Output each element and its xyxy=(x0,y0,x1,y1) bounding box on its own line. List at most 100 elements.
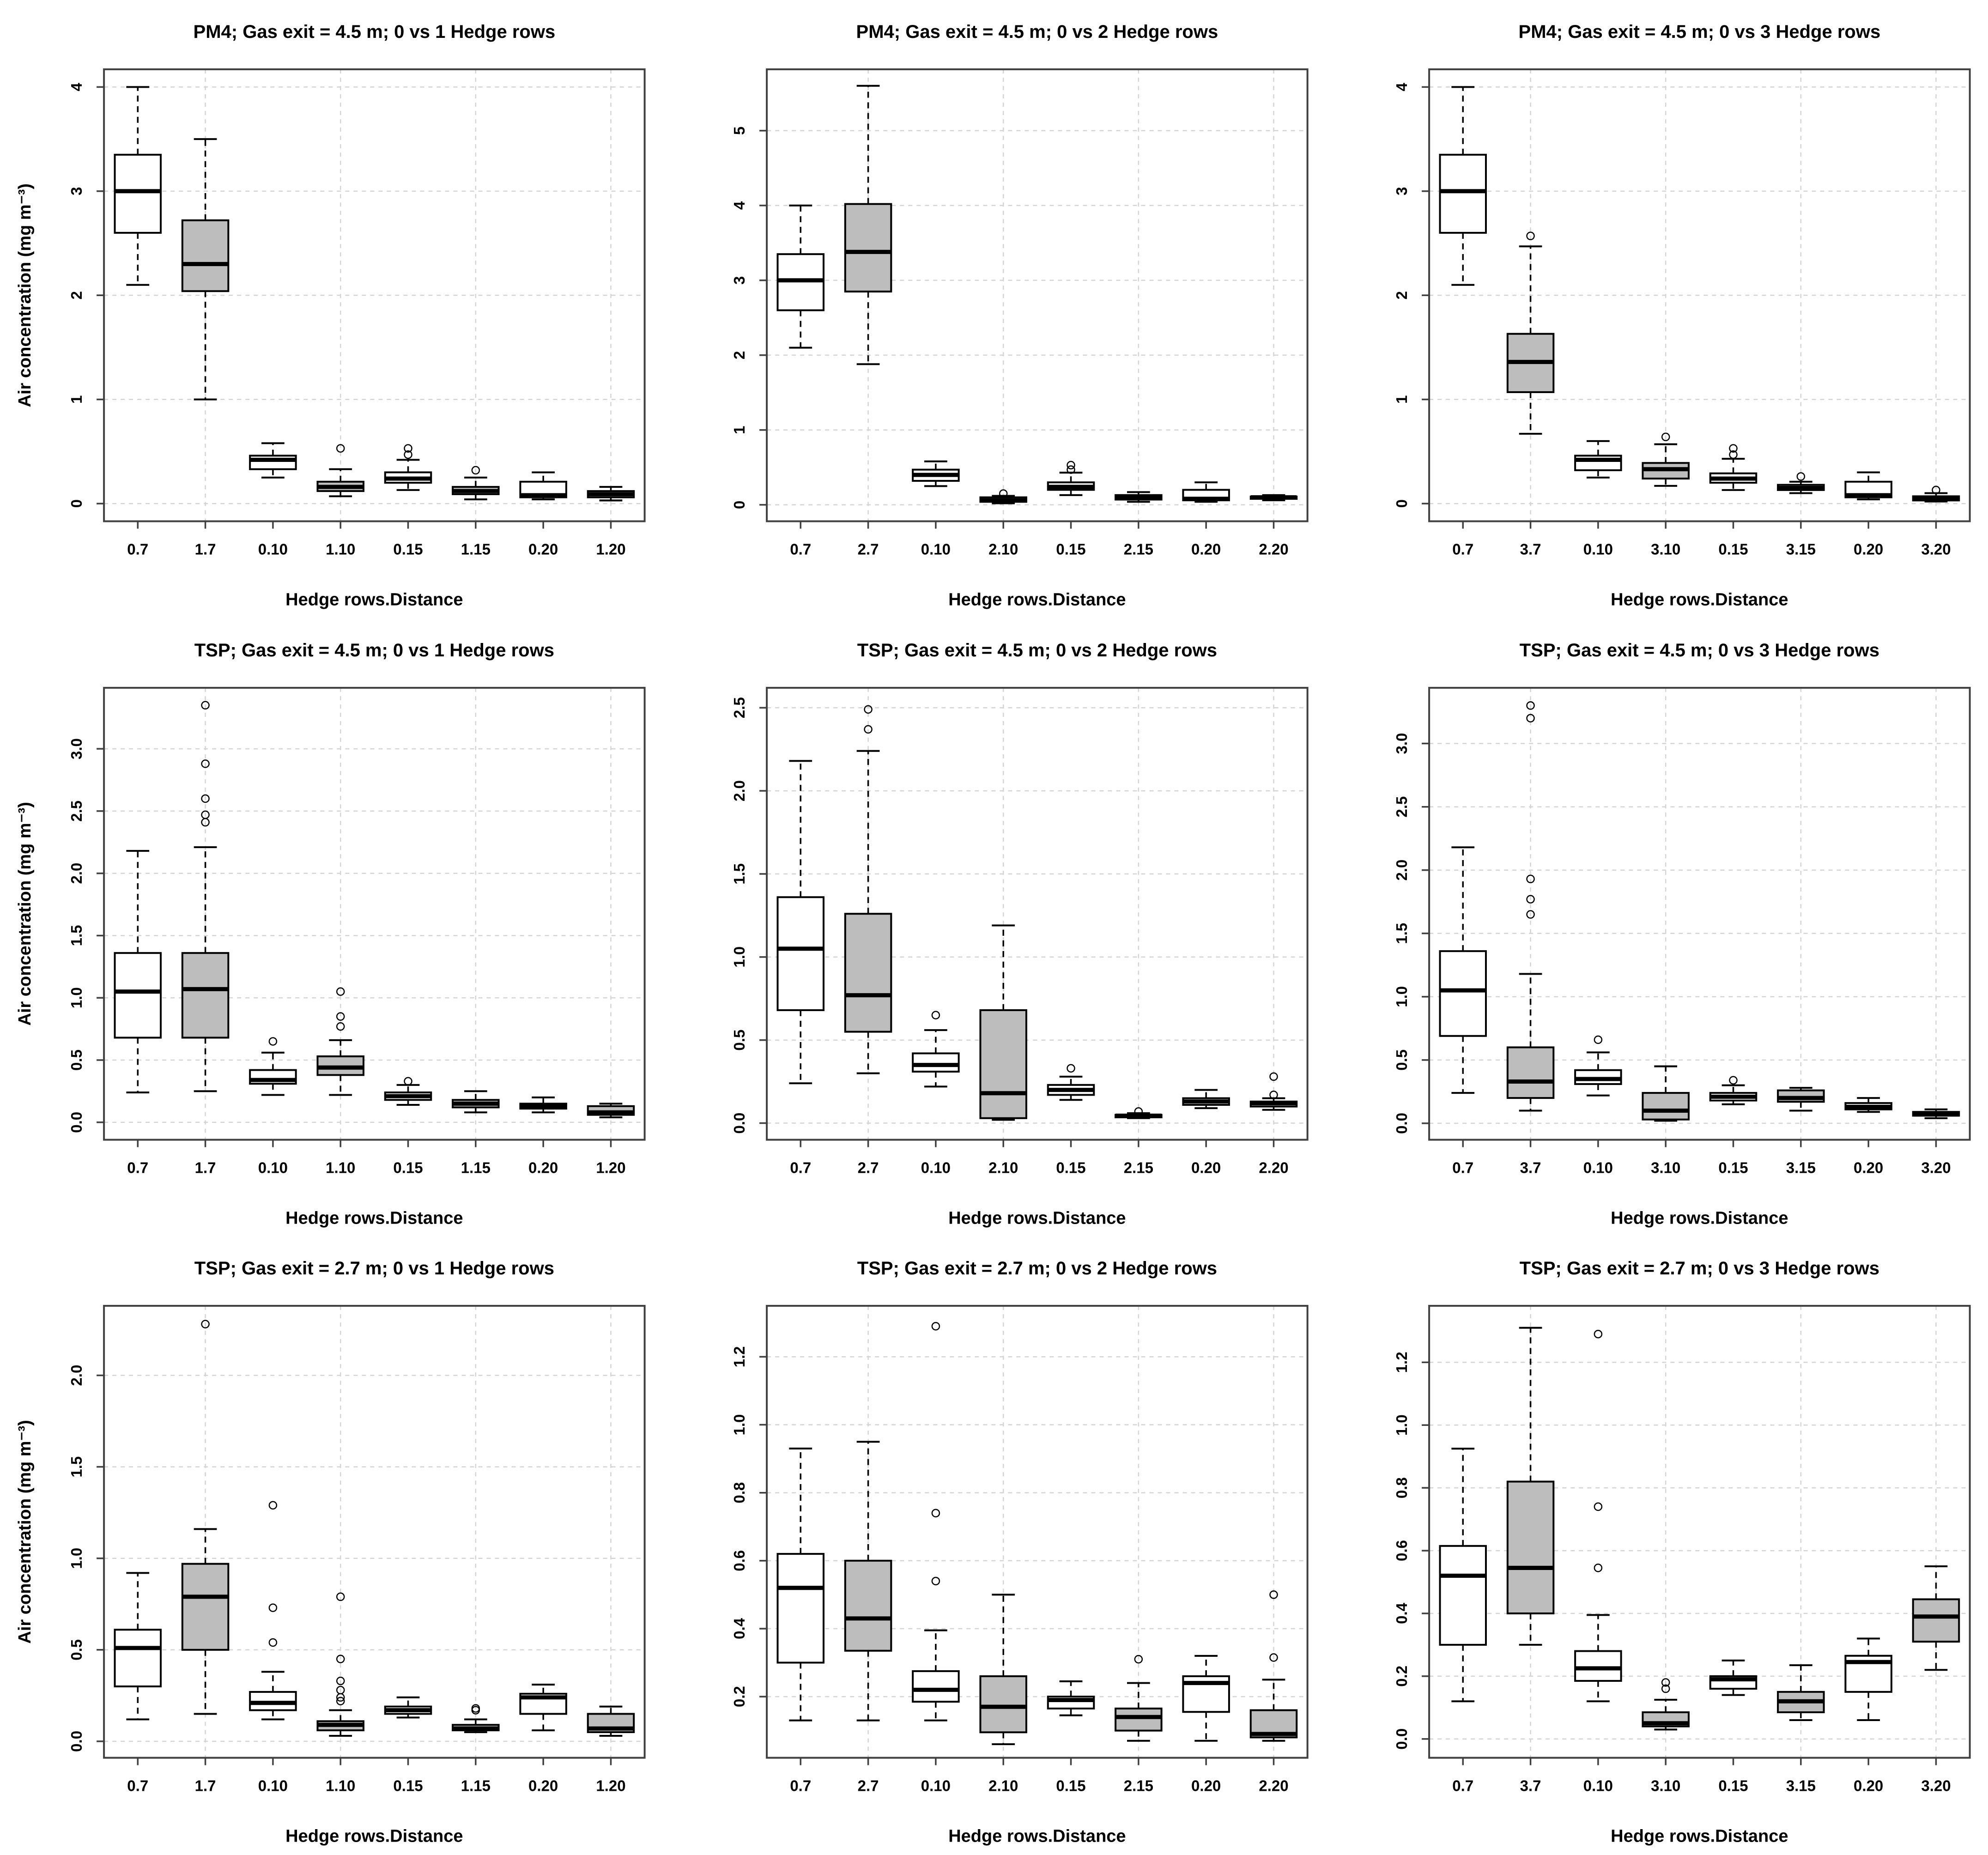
x-tick-label: 0.15 xyxy=(1056,1777,1085,1794)
box-3.10 xyxy=(1642,1065,1690,1122)
x-axis-title: Hedge rows.Distance xyxy=(948,590,1126,610)
box-0.20 xyxy=(1844,1097,1893,1113)
boxplot-svg: 0.7 2.7 0.10 2.10 0.15 2.15 0.20 2.20 0 1 2 3 4 5 PM4;… xyxy=(731,22,1309,610)
y-tick-label: 1.2 xyxy=(1393,1352,1410,1373)
x-axis-title: Hedge rows.Distance xyxy=(285,1827,463,1846)
y-tick-label: 2.0 xyxy=(1393,859,1410,880)
x-tick-label: 3.15 xyxy=(1786,1777,1816,1794)
outlier-point xyxy=(1594,1564,1603,1572)
plot-border xyxy=(1428,68,1971,522)
box-0.10 xyxy=(911,460,960,487)
outlier-point xyxy=(1066,1064,1075,1073)
panel-title: TSP; Gas exit = 4.5 m; 0 vs 2 Hedge rows xyxy=(857,640,1217,661)
box-1.20 xyxy=(587,1705,635,1737)
y-tick-label: 1.2 xyxy=(731,1346,748,1368)
outlier-point xyxy=(268,1638,278,1647)
panel-title: PM4; Gas exit = 4.5 m; 0 vs 1 Hedge rows xyxy=(194,22,556,42)
box-0.10 xyxy=(1574,1035,1622,1097)
panel-title: PM4; Gas exit = 4.5 m; 0 vs 2 Hedge rows xyxy=(856,22,1218,42)
x-tick-label: 0.20 xyxy=(1854,541,1883,558)
x-tick-label: 0.20 xyxy=(1191,1159,1221,1176)
boxplot-panel-tsp27-0vs1: 0.7 1.7 0.10 1.10 0.15 1.15 0.20 1.20 0.0 0.5 1.0 1… xyxy=(0,1237,663,1855)
x-axis-title: Hedge rows.Distance xyxy=(948,1208,1126,1228)
boxplot-panel-tsp45-0vs2: 0.7 2.7 0.10 2.10 0.15 2.15 0.20 2.20 0.0 0.5 1.0 1… xyxy=(663,618,1326,1237)
outlier-point xyxy=(1661,1678,1670,1687)
y-tick-label: 2.0 xyxy=(731,780,748,801)
box-0.20 xyxy=(519,471,567,501)
x-tick-label: 1.15 xyxy=(461,1159,491,1176)
box-0.15 xyxy=(384,1077,432,1106)
plot-border xyxy=(1428,1305,1971,1759)
panel-title: TSP; Gas exit = 2.7 m; 0 vs 1 Hedge rows xyxy=(194,1258,554,1279)
x-tick-label: 2.7 xyxy=(857,1159,879,1176)
box-0.20 xyxy=(1844,471,1893,501)
box-0.15 xyxy=(1047,1680,1095,1716)
box-2.7 xyxy=(844,705,892,1074)
x-tick-label: 3.20 xyxy=(1921,1777,1951,1794)
y-tick-label: 2 xyxy=(68,291,85,299)
outlier-point xyxy=(1134,1655,1143,1664)
outlier-point xyxy=(1066,461,1075,470)
box-2.15 xyxy=(1114,1655,1163,1742)
box-2.20 xyxy=(1249,1072,1297,1111)
outlier-point xyxy=(1729,450,1738,459)
y-tick-label: 5 xyxy=(731,127,748,135)
box-3.20 xyxy=(1912,485,1960,503)
x-tick-label: 3.7 xyxy=(1520,1777,1541,1794)
x-tick-label: 0.20 xyxy=(528,1777,558,1794)
x-tick-label: 1.10 xyxy=(326,1159,355,1176)
box-3.7 xyxy=(1507,231,1555,435)
box-1.15 xyxy=(452,466,500,501)
box-3.10 xyxy=(1642,1678,1690,1731)
box-1.10 xyxy=(316,987,364,1096)
outlier-point xyxy=(336,444,345,453)
box-2.7 xyxy=(844,85,892,365)
y-tick-label: 0.4 xyxy=(731,1618,748,1640)
box-1.15 xyxy=(452,1704,500,1734)
box-1.7 xyxy=(181,1320,230,1715)
outlier-point xyxy=(201,1320,210,1329)
box-3.7 xyxy=(1507,1327,1555,1646)
outlier-point xyxy=(1269,1072,1278,1081)
plot-border xyxy=(103,686,646,1141)
x-tick-label: 0.7 xyxy=(127,1777,148,1794)
y-tick-label: 0 xyxy=(1393,499,1410,508)
y-tick-label: 0.0 xyxy=(68,1731,85,1752)
x-tick-label: 1.20 xyxy=(596,541,625,558)
y-tick-label: 3.0 xyxy=(1393,733,1410,754)
x-tick-label: 0.10 xyxy=(921,541,950,558)
plot-border xyxy=(103,1305,646,1759)
y-tick-label: 0.8 xyxy=(1393,1477,1410,1498)
outlier-point xyxy=(1269,1590,1278,1599)
box-0.15 xyxy=(1709,444,1758,491)
y-tick-label: 0.6 xyxy=(1393,1540,1410,1561)
y-tick-label: 1.0 xyxy=(1393,1415,1410,1436)
outlier-point xyxy=(1729,444,1738,453)
panel-title: TSP; Gas exit = 2.7 m; 0 vs 2 Hedge rows xyxy=(857,1258,1217,1279)
x-tick-label: 1.20 xyxy=(596,1777,625,1794)
boxplot-svg: 0.7 2.7 0.10 2.10 0.15 2.15 0.20 2.20 0.0 0.5 1.0 1… xyxy=(731,640,1309,1228)
box-2.10 xyxy=(979,1594,1027,1746)
outlier-point xyxy=(931,1322,940,1331)
x-tick-label: 2.7 xyxy=(857,541,879,558)
y-tick-label: 0.0 xyxy=(731,1112,748,1134)
x-tick-label: 0.20 xyxy=(1854,1159,1883,1176)
x-tick-label: 0.15 xyxy=(1719,1159,1748,1176)
y-tick-label: 1.5 xyxy=(1393,922,1410,944)
x-axis-title: Hedge rows.Distance xyxy=(285,590,463,610)
y-tick-label: 1.0 xyxy=(731,946,748,968)
outlier-point xyxy=(268,1603,278,1613)
x-tick-label: 3.20 xyxy=(1921,1159,1951,1176)
box-1.20 xyxy=(587,486,635,502)
box-0.7 xyxy=(776,759,824,1084)
outlier-point xyxy=(201,759,210,768)
boxplot-svg: 0.7 3.7 0.10 3.10 0.15 3.15 0.20 3.20 0.0 0.2 0.4 0… xyxy=(1393,1258,1971,1846)
plot-border xyxy=(1428,686,1971,1141)
box-1.20 xyxy=(587,1102,635,1118)
outlier-point xyxy=(1729,1076,1738,1085)
outlier-point xyxy=(1594,1502,1603,1511)
box-3.7 xyxy=(1507,701,1555,1112)
y-tick-label: 1.5 xyxy=(68,925,85,946)
x-tick-label: 0.15 xyxy=(1056,1159,1085,1176)
